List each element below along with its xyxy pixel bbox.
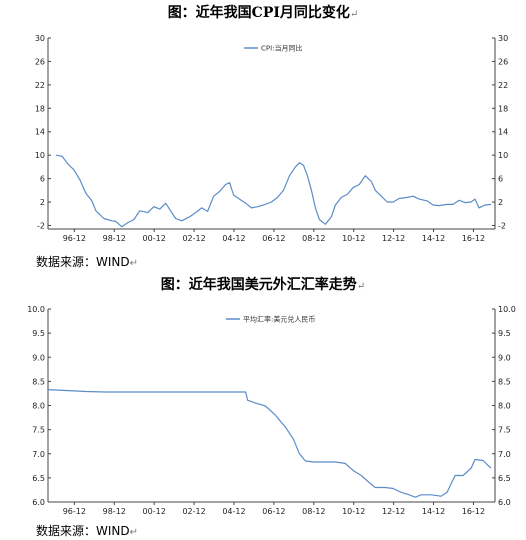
chart2-y-tick-label-left: 6.0 [32,498,45,507]
chart1-title: 图：近年我国CPI月同比变化↵ [167,5,359,21]
chart2-x-tick-label: 08-12 [302,507,325,516]
chart2-y-tick-label-left: 10.0 [27,305,45,314]
chart1-y-tick-label-left: 14 [35,128,45,137]
chart1-x-tick-label: 00-12 [143,234,166,243]
chart2-x-tick-label: 98-12 [103,507,126,516]
chart1-y-tick-label-left: 26 [35,57,45,66]
chart2-x-tick-label: 02-12 [182,507,205,516]
chart1-x-tick-label: 98-12 [103,234,126,243]
chart2-y-tick-label-right: 7.5 [498,426,511,435]
chart1-y-tick-label-left: 6 [40,175,45,184]
chart2-x-tick-label: 12-12 [382,507,405,516]
chart1-y-tick-label-right: -2 [498,221,506,230]
chart2-x-tick-label: 10-12 [342,507,365,516]
chart2-x-tick-label: 06-12 [262,507,285,516]
chart1-x-tick-label: 08-12 [302,234,325,243]
chart1-y-tick-label-right: 10 [498,151,508,160]
chart1-x-tick-label: 96-12 [63,234,86,243]
chart2-y-tick-label-left: 7.5 [32,426,45,435]
chart1-y-tick-label-left: 2 [40,198,45,207]
chart1-y-tick-label-right: 30 [498,34,508,43]
chart1-source: 数据来源：WIND↵ [36,255,139,269]
chart1-y-tick-label-left: -2 [37,221,45,230]
chart2-y-tick-label-right: 9.5 [498,329,511,338]
chart2-y-tick-label-left: 9.0 [32,353,45,362]
chart1-y-tick-label-right: 26 [498,57,508,66]
chart1-y-tick-label-right: 18 [498,104,508,113]
chart2-x-tick-label: 04-12 [222,507,245,516]
chart1-x-tick-label: 16-12 [462,234,485,243]
chart2-x-tick-label: 14-12 [422,507,445,516]
chart1-y-tick-label-left: 22 [35,81,45,90]
chart1-y-tick-label-left: 18 [35,104,45,113]
chart2-y-tick-label-right: 8.0 [498,402,511,411]
chart1-x-tick-label: 14-12 [422,234,445,243]
chart2-source: 数据来源：WIND↵ [36,524,139,538]
chart2-y-tick-label-right: 9.0 [498,353,511,362]
chart1-x-tick-label: 12-12 [382,234,405,243]
chart1-y-tick-label-right: 22 [498,81,508,90]
chart2-x-tick-label: 16-12 [462,507,485,516]
chart2-y-tick-label-right: 6.0 [498,498,511,507]
chart1-legend-label: CPI:当月同比 [261,44,303,53]
chart2-legend-label: 平均汇率:美元兑人民币 [243,315,315,324]
chart2-y-tick-label-left: 6.5 [32,474,45,483]
chart1-series-line [55,154,492,228]
chart2-x-tick-label: 96-12 [63,507,86,516]
chart1-x-tick-label: 06-12 [262,234,285,243]
chart1-y-tick-label-left: 30 [35,34,45,43]
chart2-y-tick-label-right: 7.0 [498,450,511,459]
chart1-x-tick-label: 02-12 [182,234,205,243]
chart2-y-tick-label-left: 8.5 [32,377,45,386]
chart2-title: 图：近年我国美元外汇汇率走势↵ [160,277,366,293]
chart1-x-tick-label: 10-12 [342,234,365,243]
chart1-y-tick-label-right: 14 [498,128,508,137]
chart1-y-tick-label-right: 2 [498,198,503,207]
chart2-y-tick-label-right: 10.0 [498,305,516,314]
chart2-series-line [47,389,492,498]
fx-rate-chart: 6.0 6.0 6.5 6.5 7.0 7.0 7.5 7.5 8.0 8.0 8.5 8.5 9.0 9… [27,305,516,516]
chart2-y-tick-label-left: 8.0 [32,402,45,411]
chart2-y-tick-label-right: 6.5 [498,474,511,483]
chart2-y-tick-label-left: 9.5 [32,329,45,338]
chart1-y-tick-label-left: 10 [35,151,45,160]
chart1-x-tick-label: 04-12 [222,234,245,243]
chart2-y-tick-label-right: 8.5 [498,377,511,386]
chart2-x-tick-label: 00-12 [143,507,166,516]
chart1-y-tick-label-right: 6 [498,175,503,184]
chart2-y-tick-label-left: 7.0 [32,450,45,459]
